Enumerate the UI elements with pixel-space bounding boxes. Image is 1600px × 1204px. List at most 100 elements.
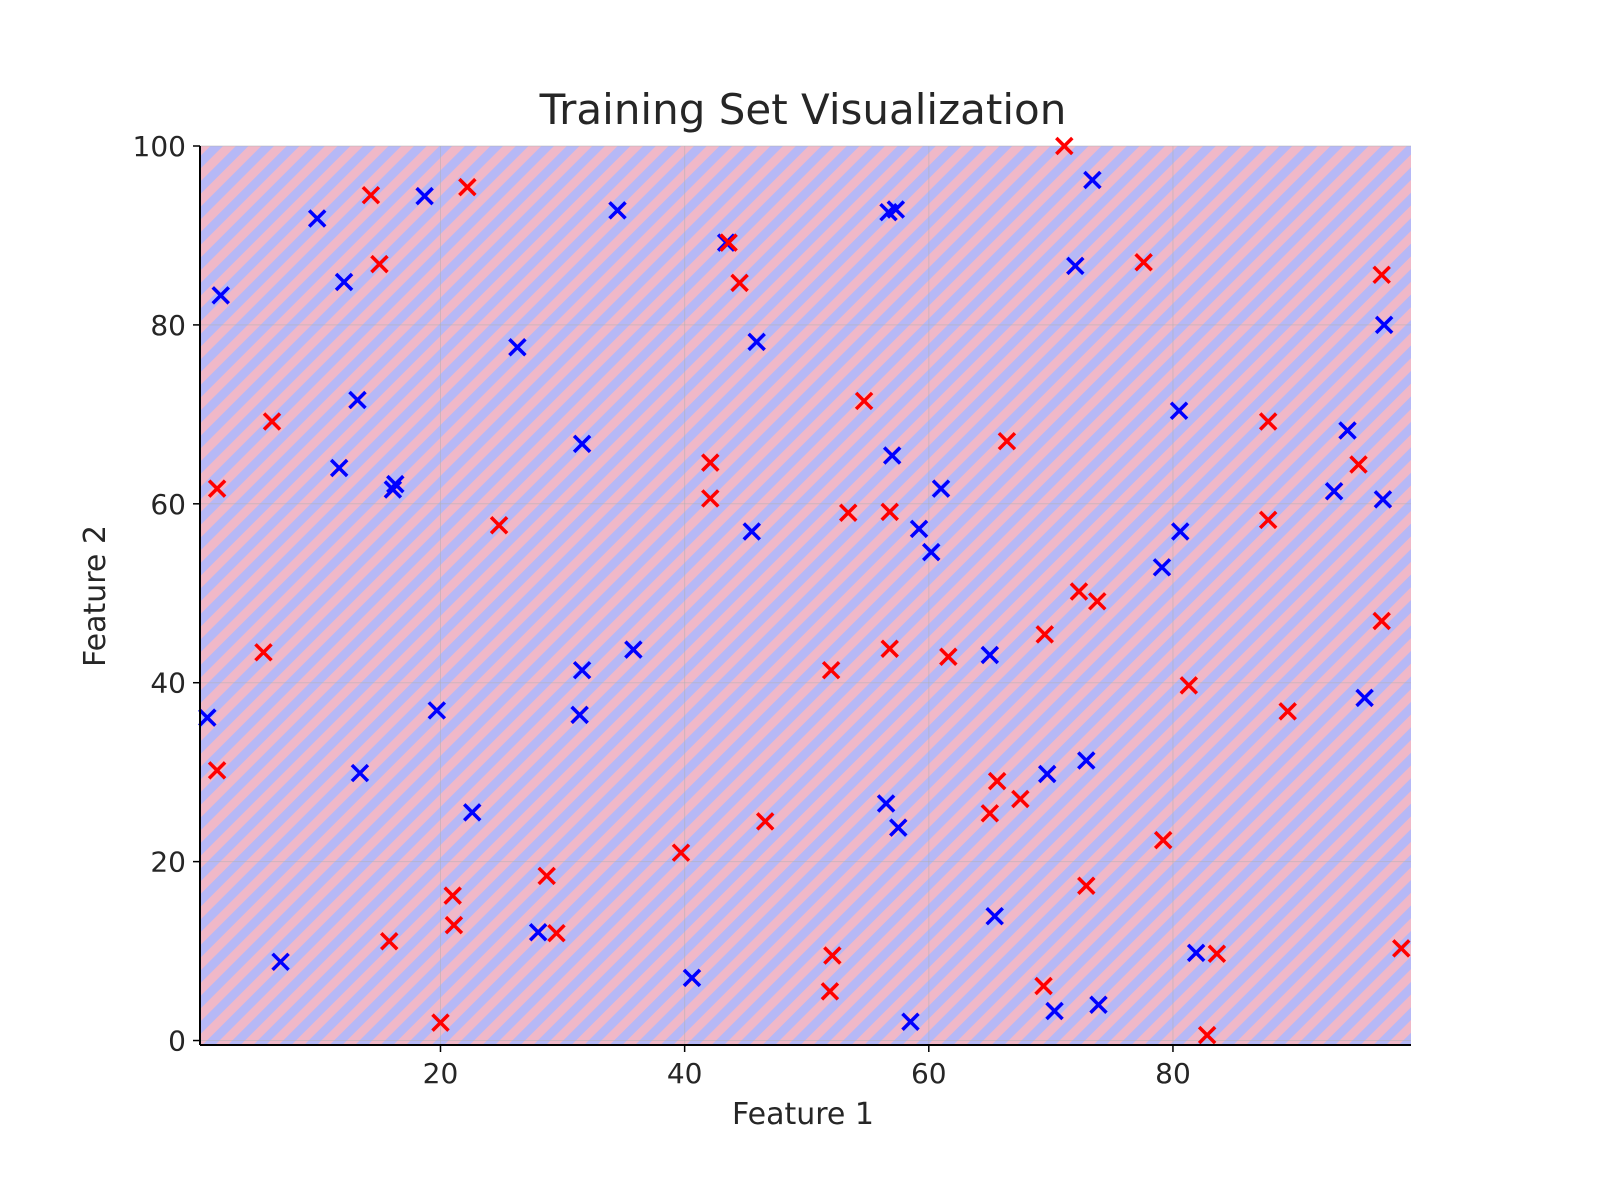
data-point [1258,412,1278,431]
data-point [1391,939,1411,958]
data-point [508,338,527,357]
data-point [876,794,896,813]
y-tick-label: 60 [150,488,186,521]
y-tick-label: 40 [150,667,186,700]
x-tick-label: 40 [667,1057,703,1090]
x-tick-label: 20 [423,1057,459,1090]
data-point [386,474,405,494]
data-point [880,639,899,658]
data-point [820,982,840,1001]
data-point [747,332,766,352]
x-axis-label: Feature 1 [732,1097,874,1132]
data-point [1349,455,1368,474]
data-point [882,446,902,465]
data-point [271,952,290,972]
data-point [1037,764,1057,784]
data-point [1179,676,1199,695]
y-axis-label: Feature 2 [78,525,113,667]
data-point [207,761,227,780]
data-point [444,915,464,935]
data-point [570,705,589,725]
data-point [1045,1001,1064,1021]
data-point [1153,830,1173,850]
x-tick-label: 80 [1155,1057,1191,1090]
y-tick-label: 0 [168,1025,186,1058]
data-point [821,660,841,680]
data-point [719,233,738,252]
data-point [1089,995,1108,1014]
data-point [909,519,929,539]
data-point [854,391,874,411]
data-point [1035,625,1055,644]
data-point [572,434,592,454]
data-point [415,186,434,206]
data-point [1011,789,1030,809]
ticks: 20 40 60 80 0 20 40 60 80 100 [133,130,1191,1090]
gridlines [200,145,1411,1045]
data-point [1373,490,1393,509]
data-point [431,1013,450,1032]
data-point [823,946,842,965]
data-point [1355,688,1374,708]
data-point [671,843,691,862]
data-point [537,866,556,886]
data-point [1055,136,1074,156]
plot-background [200,146,1411,1045]
data-point [361,185,381,205]
chart-title: Training Set Visualization [539,85,1067,134]
data-point [1069,582,1089,601]
data-point [254,643,273,662]
data-point [198,708,217,727]
x-tick-label: 60 [911,1057,947,1090]
data-point [931,479,951,498]
data-point [1374,315,1394,335]
data-point [701,489,720,508]
data-point [997,431,1017,451]
data-point [1258,510,1278,530]
data-point [1372,265,1391,285]
data-point [348,390,367,410]
data-point [1278,702,1297,721]
data-point [730,273,749,293]
data-point [1372,611,1391,631]
data-point [350,763,370,783]
data-point [1324,482,1344,501]
data-point [489,516,509,535]
data-point [889,818,908,837]
data-point [682,968,702,988]
data-point [307,209,327,228]
data-point [334,272,354,292]
y-tick-label: 20 [150,846,186,879]
data-point [1083,170,1102,190]
data-point [528,923,548,942]
data-point [572,660,592,680]
y-tick-label: 80 [150,309,186,342]
data-point [624,640,643,659]
data-point [443,886,462,905]
data-point [1134,253,1153,272]
data-point [262,412,282,431]
data-point [1171,522,1190,541]
data-point [427,701,447,720]
data-point [922,542,941,562]
data-point [1169,401,1189,421]
data-point [1034,976,1053,996]
data-point [383,480,403,499]
data-point [1207,944,1227,963]
data-point [980,645,1000,665]
data-point [1077,751,1096,770]
data-point [1152,558,1172,577]
data-point [985,906,1004,926]
data-point [1197,1025,1217,1045]
data-point [370,254,389,274]
data-point [880,502,899,522]
data-point [838,503,858,522]
data-point [1066,256,1085,276]
axes [199,146,1411,1046]
data-point [379,931,399,951]
data-point [1077,876,1096,896]
data-point [1338,421,1357,440]
data-point [207,479,227,498]
